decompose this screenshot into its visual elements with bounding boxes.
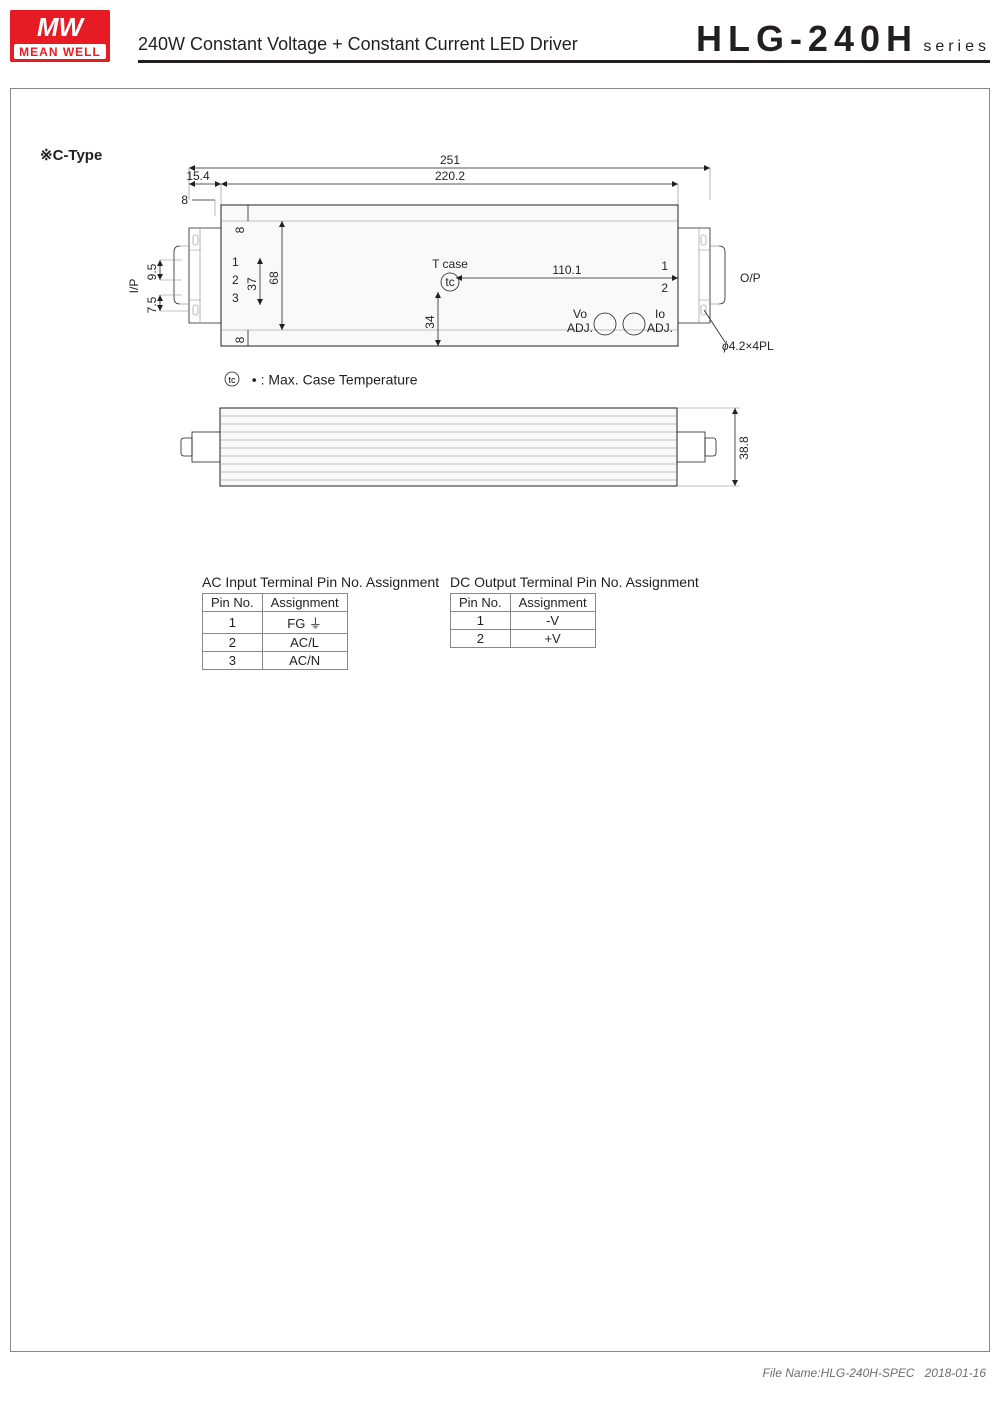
svg-text:110.1: 110.1: [552, 263, 581, 277]
svg-text:ADJ.: ADJ.: [567, 321, 593, 335]
c-type-label: ※C-Type: [40, 146, 102, 164]
svg-text:2: 2: [232, 273, 239, 287]
ac-table-block: AC Input Terminal Pin No. Assignment Pin…: [202, 574, 439, 670]
svg-text:1: 1: [661, 259, 668, 273]
svg-text:Io: Io: [655, 307, 665, 321]
top-view-drawing: 251 220.2 15.4 8 I/P 9.5 7.5: [120, 150, 800, 380]
svg-text:I/P: I/P: [127, 279, 141, 294]
svg-text:8: 8: [233, 226, 247, 233]
svg-text:O/P: O/P: [740, 271, 761, 285]
series-label: series: [923, 38, 990, 56]
svg-text:3: 3: [232, 291, 239, 305]
svg-text:ADJ.: ADJ.: [647, 321, 673, 335]
header-rule: [138, 60, 990, 63]
product-model: HLG-240H: [696, 18, 918, 60]
svg-text:38.8: 38.8: [737, 436, 751, 460]
svg-text:T case: T case: [432, 257, 468, 271]
svg-text:251: 251: [440, 153, 460, 167]
svg-text:8: 8: [181, 193, 188, 207]
ac-pin-table: Pin No.Assignment 1FG ⏚ 2AC/L 3AC/N: [202, 593, 348, 670]
svg-text:7.5: 7.5: [145, 296, 159, 313]
page-footer: File Name:HLG-240H-SPEC 2018-01-16: [763, 1366, 986, 1380]
svg-text:15.4: 15.4: [186, 169, 210, 183]
meanwell-logo: MW MEAN WELL: [10, 10, 110, 62]
svg-text:Vo: Vo: [573, 307, 587, 321]
product-subtitle: 240W Constant Voltage + Constant Current…: [138, 34, 578, 55]
dc-pin-table: Pin No.Assignment 1-V 2+V: [450, 593, 596, 648]
svg-text:34: 34: [423, 315, 437, 329]
svg-text:220.2: 220.2: [435, 169, 465, 183]
dc-table-block: DC Output Terminal Pin No. Assignment Pi…: [450, 574, 699, 648]
svg-text:MEAN WELL: MEAN WELL: [19, 45, 101, 59]
svg-text:1: 1: [232, 255, 239, 269]
svg-text:68: 68: [267, 271, 281, 285]
svg-text:MW: MW: [37, 12, 86, 42]
tc-note: tc • : Max. Case Temperature: [222, 370, 418, 388]
svg-text:8: 8: [233, 336, 247, 343]
svg-text:ϕ4.2×4PL: ϕ4.2×4PL: [722, 339, 774, 353]
svg-text:tc: tc: [445, 275, 454, 289]
side-view-drawing: 38.8: [180, 398, 760, 498]
svg-text:2: 2: [661, 281, 668, 295]
svg-text:9.5: 9.5: [145, 263, 159, 280]
ac-table-title: AC Input Terminal Pin No. Assignment: [202, 574, 439, 590]
dc-table-title: DC Output Terminal Pin No. Assignment: [450, 574, 699, 590]
svg-text:37: 37: [245, 277, 259, 291]
svg-text:tc: tc: [228, 375, 236, 385]
page-header: MW MEAN WELL 240W Constant Voltage + Con…: [10, 10, 990, 65]
